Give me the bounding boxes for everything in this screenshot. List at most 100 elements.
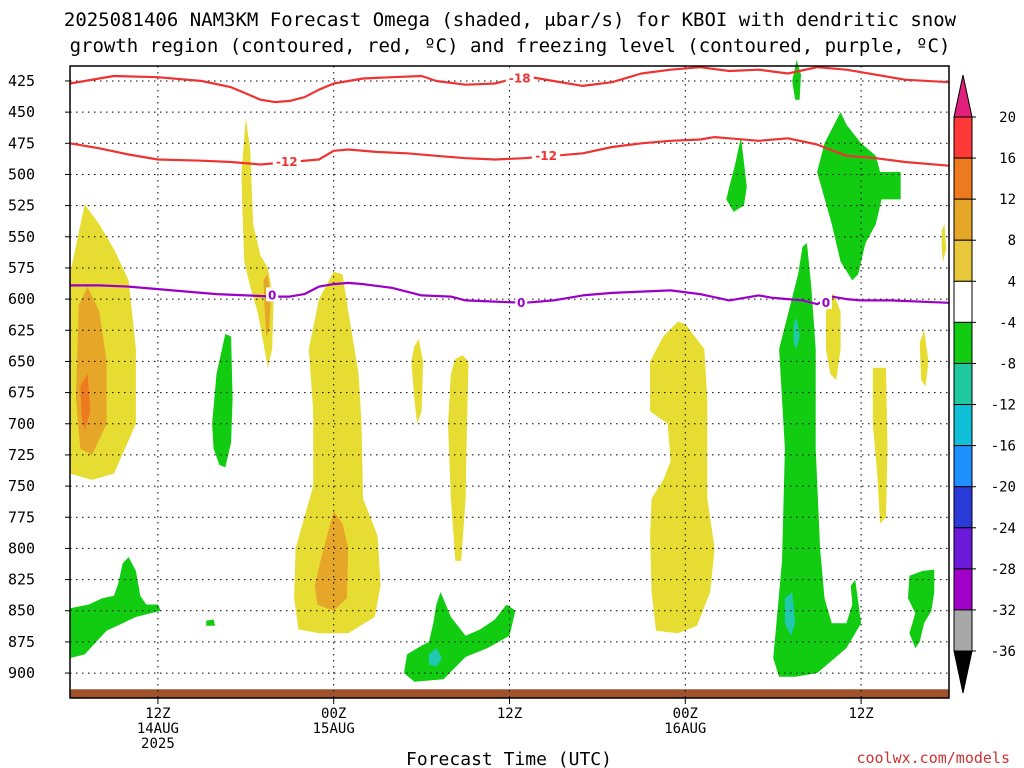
omega-region-15 [773, 243, 862, 677]
x-tick-label: 12Z [848, 706, 873, 722]
colorbar-label: -16 [991, 439, 1016, 455]
colorbar-label: -12 [991, 398, 1016, 414]
colorbar-label: -20 [991, 480, 1016, 496]
contour-line-0 [70, 281, 950, 306]
x-tick-label: 14AUG [137, 721, 179, 737]
omega-shaded-regions [70, 59, 947, 682]
x-tick-label: 00Z [321, 706, 346, 722]
y-tick-label: 800 [8, 539, 35, 557]
omega-region-17 [784, 592, 796, 636]
colorbar-bin [953, 527, 973, 570]
chart-title-line1: 2025081406 NAM3KM Forecast Omega (shaded… [64, 9, 957, 31]
y-tick-label: 750 [8, 477, 35, 495]
y-tick-label: 850 [8, 602, 35, 620]
contour-label-bg [532, 147, 561, 162]
x-tick-label: 15AUG [313, 721, 355, 737]
chart-title-line2: growth region (contoured, red, ºC) and f… [70, 35, 951, 57]
x-tick-label: 16AUG [664, 721, 706, 737]
x-tick-label: 2025 [141, 736, 175, 752]
contour-label: -12 [535, 149, 557, 163]
omega-region-5 [212, 334, 233, 468]
omega-region-19 [872, 367, 888, 524]
contour-label: 0 [268, 288, 276, 302]
omega-region-16 [793, 317, 800, 349]
y-tick-label: 825 [8, 571, 35, 589]
omega-region-2 [80, 373, 91, 430]
colorbar-bin [953, 321, 973, 364]
credit-text: coolwx.com/models [856, 749, 1010, 767]
x-tick-label: 12Z [145, 706, 170, 722]
y-tick-label: 725 [8, 446, 35, 464]
colorbar-label: -32 [991, 603, 1016, 619]
omega-region-25 [908, 569, 935, 649]
y-tick-label: 700 [8, 415, 35, 433]
colorbar-bin [953, 445, 973, 488]
x-tick-label: 00Z [673, 706, 698, 722]
y-tick-label: 475 [8, 134, 35, 152]
contour-lines [69, 66, 950, 306]
contour-label-bg [266, 287, 279, 302]
colorbar-bin [953, 568, 973, 611]
grid-lines [70, 66, 949, 698]
colorbar-bin [953, 404, 973, 447]
colorbar-bin [953, 239, 973, 282]
colorbar-label: -4 [999, 315, 1016, 331]
colorbar-label: 12 [999, 192, 1016, 208]
y-tick-label: 625 [8, 321, 35, 339]
omega-region-8 [314, 511, 349, 611]
omega-region-12 [428, 648, 443, 667]
colorbar-bin [953, 157, 973, 200]
omega-region-18 [825, 292, 841, 381]
omega-region-21 [941, 224, 947, 262]
omega-region-24 [70, 557, 161, 659]
colorbar-label: -28 [991, 562, 1016, 578]
colorbar-label: -36 [991, 644, 1016, 660]
contour-line--18 [69, 66, 950, 104]
y-tick-label: 500 [8, 165, 35, 183]
y-tick-label: 600 [8, 290, 35, 308]
ground-strip [70, 689, 949, 698]
contour-label: 0 [822, 296, 830, 310]
contour-label-bg [515, 294, 528, 309]
omega-region-9 [411, 339, 424, 424]
contour-label-bg [819, 294, 832, 309]
colorbar-label: -8 [999, 356, 1016, 372]
colorbar-bin [953, 280, 973, 323]
colorbar-bin [953, 362, 973, 406]
colorbar-label: -24 [991, 521, 1016, 537]
omega-region-22 [817, 112, 901, 281]
x-axis-title: Forecast Time (UTC) [406, 749, 612, 768]
omega-region-10 [448, 355, 469, 561]
omega-region-23 [792, 59, 801, 100]
y-tick-label: 775 [8, 508, 35, 526]
omega-region-7 [294, 271, 381, 634]
contour-label: -18 [509, 71, 531, 85]
y-tick-label: 525 [8, 197, 35, 215]
colorbar-label: 8 [1008, 233, 1016, 249]
y-tick-label: 650 [8, 352, 35, 370]
colorbar: 20 16 12 8 4 -4 -8 -12 -16 -20 -24 -28 -32 -36 [953, 74, 1016, 694]
contour-labels: -18 -12 -12 0 0 0 [266, 70, 832, 310]
omega-region-20 [919, 330, 929, 387]
y-tick-label: 575 [8, 259, 35, 277]
contour-label-bg [505, 70, 534, 85]
colorbar-bottom-arrow [953, 650, 973, 694]
y-tick-label: 550 [8, 228, 35, 246]
ground-band [70, 689, 949, 698]
y-tick-label: 675 [8, 384, 35, 402]
y-tick-label: 875 [8, 633, 35, 651]
contour-label: -12 [276, 155, 298, 169]
colorbar-bin [953, 198, 973, 241]
colorbar-label: 4 [1008, 274, 1016, 290]
contour-line--12 [69, 136, 950, 167]
y-tick-label: 900 [8, 664, 35, 682]
contour-label-bg [272, 153, 301, 168]
y-tick-label: 425 [8, 72, 35, 90]
plot-area: -18 -12 -12 0 0 0 [69, 59, 950, 699]
colorbar-top-arrow [953, 74, 973, 118]
colorbar-label: 20 [999, 110, 1016, 126]
colorbar-bin [953, 116, 973, 159]
omega-region-13 [650, 321, 715, 634]
contour-label: 0 [517, 296, 525, 310]
